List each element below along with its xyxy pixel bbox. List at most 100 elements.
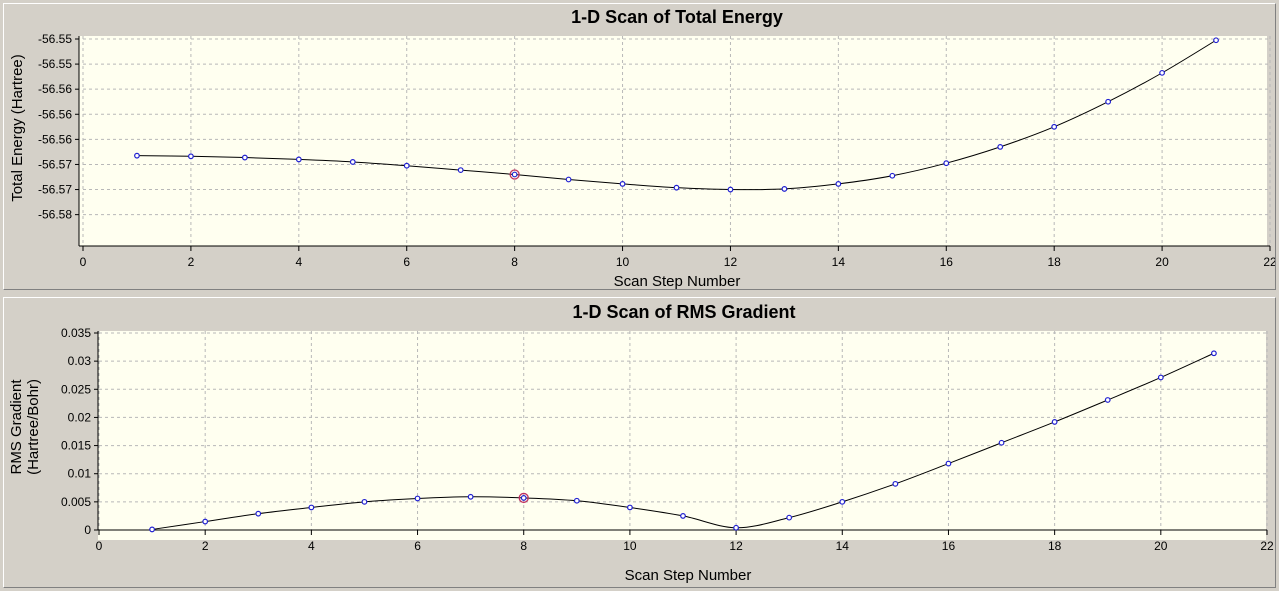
data-point xyxy=(997,143,1004,150)
tick-labels: 0 2 4 6 8 10 12 14 16 18 20 22 -56.55 -56.55 -56.56 -56… xyxy=(38,32,1275,269)
x-tick-label: 20 xyxy=(1155,255,1169,269)
x-tick-label: 18 xyxy=(1048,255,1062,269)
x-tick-label: 22 xyxy=(1260,539,1274,553)
y-axis-label: Total Energy (Hartree) xyxy=(9,54,26,202)
y-tick-label: 0.02 xyxy=(68,410,92,424)
energy-chart-panel: 1-D Scan of Total Energy 0 2 4 6 8 10 12 14 16 18… xyxy=(3,3,1276,290)
data-point xyxy=(188,153,194,160)
x-tick-label: 20 xyxy=(1154,539,1168,553)
data-point xyxy=(673,184,680,191)
x-tick-label: 14 xyxy=(832,255,846,269)
y-tick-label: -56.57 xyxy=(38,183,72,197)
data-point xyxy=(457,167,464,174)
plot-area xyxy=(79,36,1267,246)
x-axis-label: Scan Step Number xyxy=(625,567,752,584)
data-point xyxy=(511,171,518,178)
y-tick-label: -56.56 xyxy=(38,132,72,146)
data-point xyxy=(619,180,626,187)
data-point xyxy=(349,159,356,165)
data-point xyxy=(573,497,580,504)
data-point xyxy=(403,162,410,169)
x-tick-label: 18 xyxy=(1048,539,1062,553)
data-points xyxy=(149,350,1217,533)
y-tick-label: 0 xyxy=(84,523,91,537)
y-tick-label: -56.55 xyxy=(38,32,72,46)
data-point xyxy=(1157,374,1164,381)
y-tick-label: -56.56 xyxy=(38,107,72,121)
y-tick-label: -56.57 xyxy=(38,157,72,171)
y-tick-label: 0.025 xyxy=(61,382,91,396)
data-point xyxy=(241,154,248,161)
data-point xyxy=(565,176,572,183)
y-tick-label: 0.005 xyxy=(61,495,91,509)
x-tick-label: 10 xyxy=(616,255,630,269)
data-point xyxy=(943,160,950,167)
x-tick-label: 6 xyxy=(414,539,421,553)
chart-title: 1-D Scan of Total Energy xyxy=(571,7,783,27)
data-point xyxy=(835,180,842,187)
data-point xyxy=(255,510,262,517)
x-tick-label: 12 xyxy=(724,255,738,269)
data-point xyxy=(520,495,527,501)
y-tick-label: -56.55 xyxy=(38,57,72,71)
data-point xyxy=(1051,123,1058,130)
data-point xyxy=(839,498,846,505)
data-point xyxy=(1211,350,1217,357)
data-points xyxy=(134,37,1219,193)
x-tick-label: 2 xyxy=(202,539,209,553)
x-tick-label: 4 xyxy=(295,255,302,269)
x-tick-label: 0 xyxy=(96,539,103,553)
energy-chart: 1-D Scan of Total Energy 0 2 4 6 8 10 12 14 16 18… xyxy=(4,4,1275,289)
x-tick-label: 16 xyxy=(942,539,956,553)
data-point xyxy=(1213,37,1219,44)
data-point xyxy=(308,504,315,511)
data-point xyxy=(1051,419,1058,425)
data-point xyxy=(1104,397,1111,403)
data-point xyxy=(202,518,209,525)
data-point xyxy=(295,156,302,163)
data-point xyxy=(1105,98,1112,105)
data-point xyxy=(781,186,788,192)
data-point xyxy=(727,186,734,193)
data-point xyxy=(889,172,896,179)
x-tick-label: 2 xyxy=(188,255,195,269)
title-bar xyxy=(4,4,1275,28)
highlight-marker xyxy=(518,492,529,504)
y-tick-label: 0.035 xyxy=(61,326,91,340)
x-tick-label: 0 xyxy=(80,255,87,269)
data-point xyxy=(1159,69,1165,76)
highlight-marker xyxy=(509,169,520,180)
data-point xyxy=(680,513,686,519)
axes xyxy=(94,331,1268,535)
y-axis-label-line-1: RMS Gradient xyxy=(8,379,25,475)
y-axis-label-line-2: (Hartree/Bohr) xyxy=(25,379,42,475)
data-point xyxy=(786,514,793,521)
x-tick-label: 10 xyxy=(623,539,637,553)
gradient-chart: 1-D Scan of RMS Gradient 0 2 4 6 8 10 12 14 16 18… xyxy=(4,298,1275,584)
data-point xyxy=(733,524,739,531)
y-tick-label: -56.56 xyxy=(38,82,72,96)
data-point xyxy=(892,480,899,487)
title-bar xyxy=(4,298,1275,324)
axes xyxy=(75,36,1271,251)
data-point xyxy=(627,504,633,511)
data-point xyxy=(361,498,368,505)
x-tick-label: 8 xyxy=(511,255,518,269)
plot-area xyxy=(98,331,1266,540)
x-axis-label: Scan Step Number xyxy=(614,273,741,289)
x-tick-label: 16 xyxy=(940,255,954,269)
y-tick-label: -56.58 xyxy=(38,208,72,222)
x-tick-label: 12 xyxy=(729,539,743,553)
data-point xyxy=(134,152,140,159)
data-point xyxy=(414,495,421,502)
y-tick-label: 0.01 xyxy=(68,467,92,481)
chart-title: 1-D Scan of RMS Gradient xyxy=(572,302,795,322)
tick-labels: 0 2 4 6 8 10 12 14 16 18 20 22 0 0.005 0.01 0.015 0.02 0.… xyxy=(61,326,1274,553)
x-tick-label: 8 xyxy=(520,539,527,553)
grid xyxy=(82,36,1271,246)
y-tick-label: 0.015 xyxy=(61,439,91,453)
x-tick-label: 4 xyxy=(308,539,315,553)
data-point xyxy=(998,439,1005,446)
data-point xyxy=(945,460,952,467)
data-point xyxy=(467,493,474,500)
